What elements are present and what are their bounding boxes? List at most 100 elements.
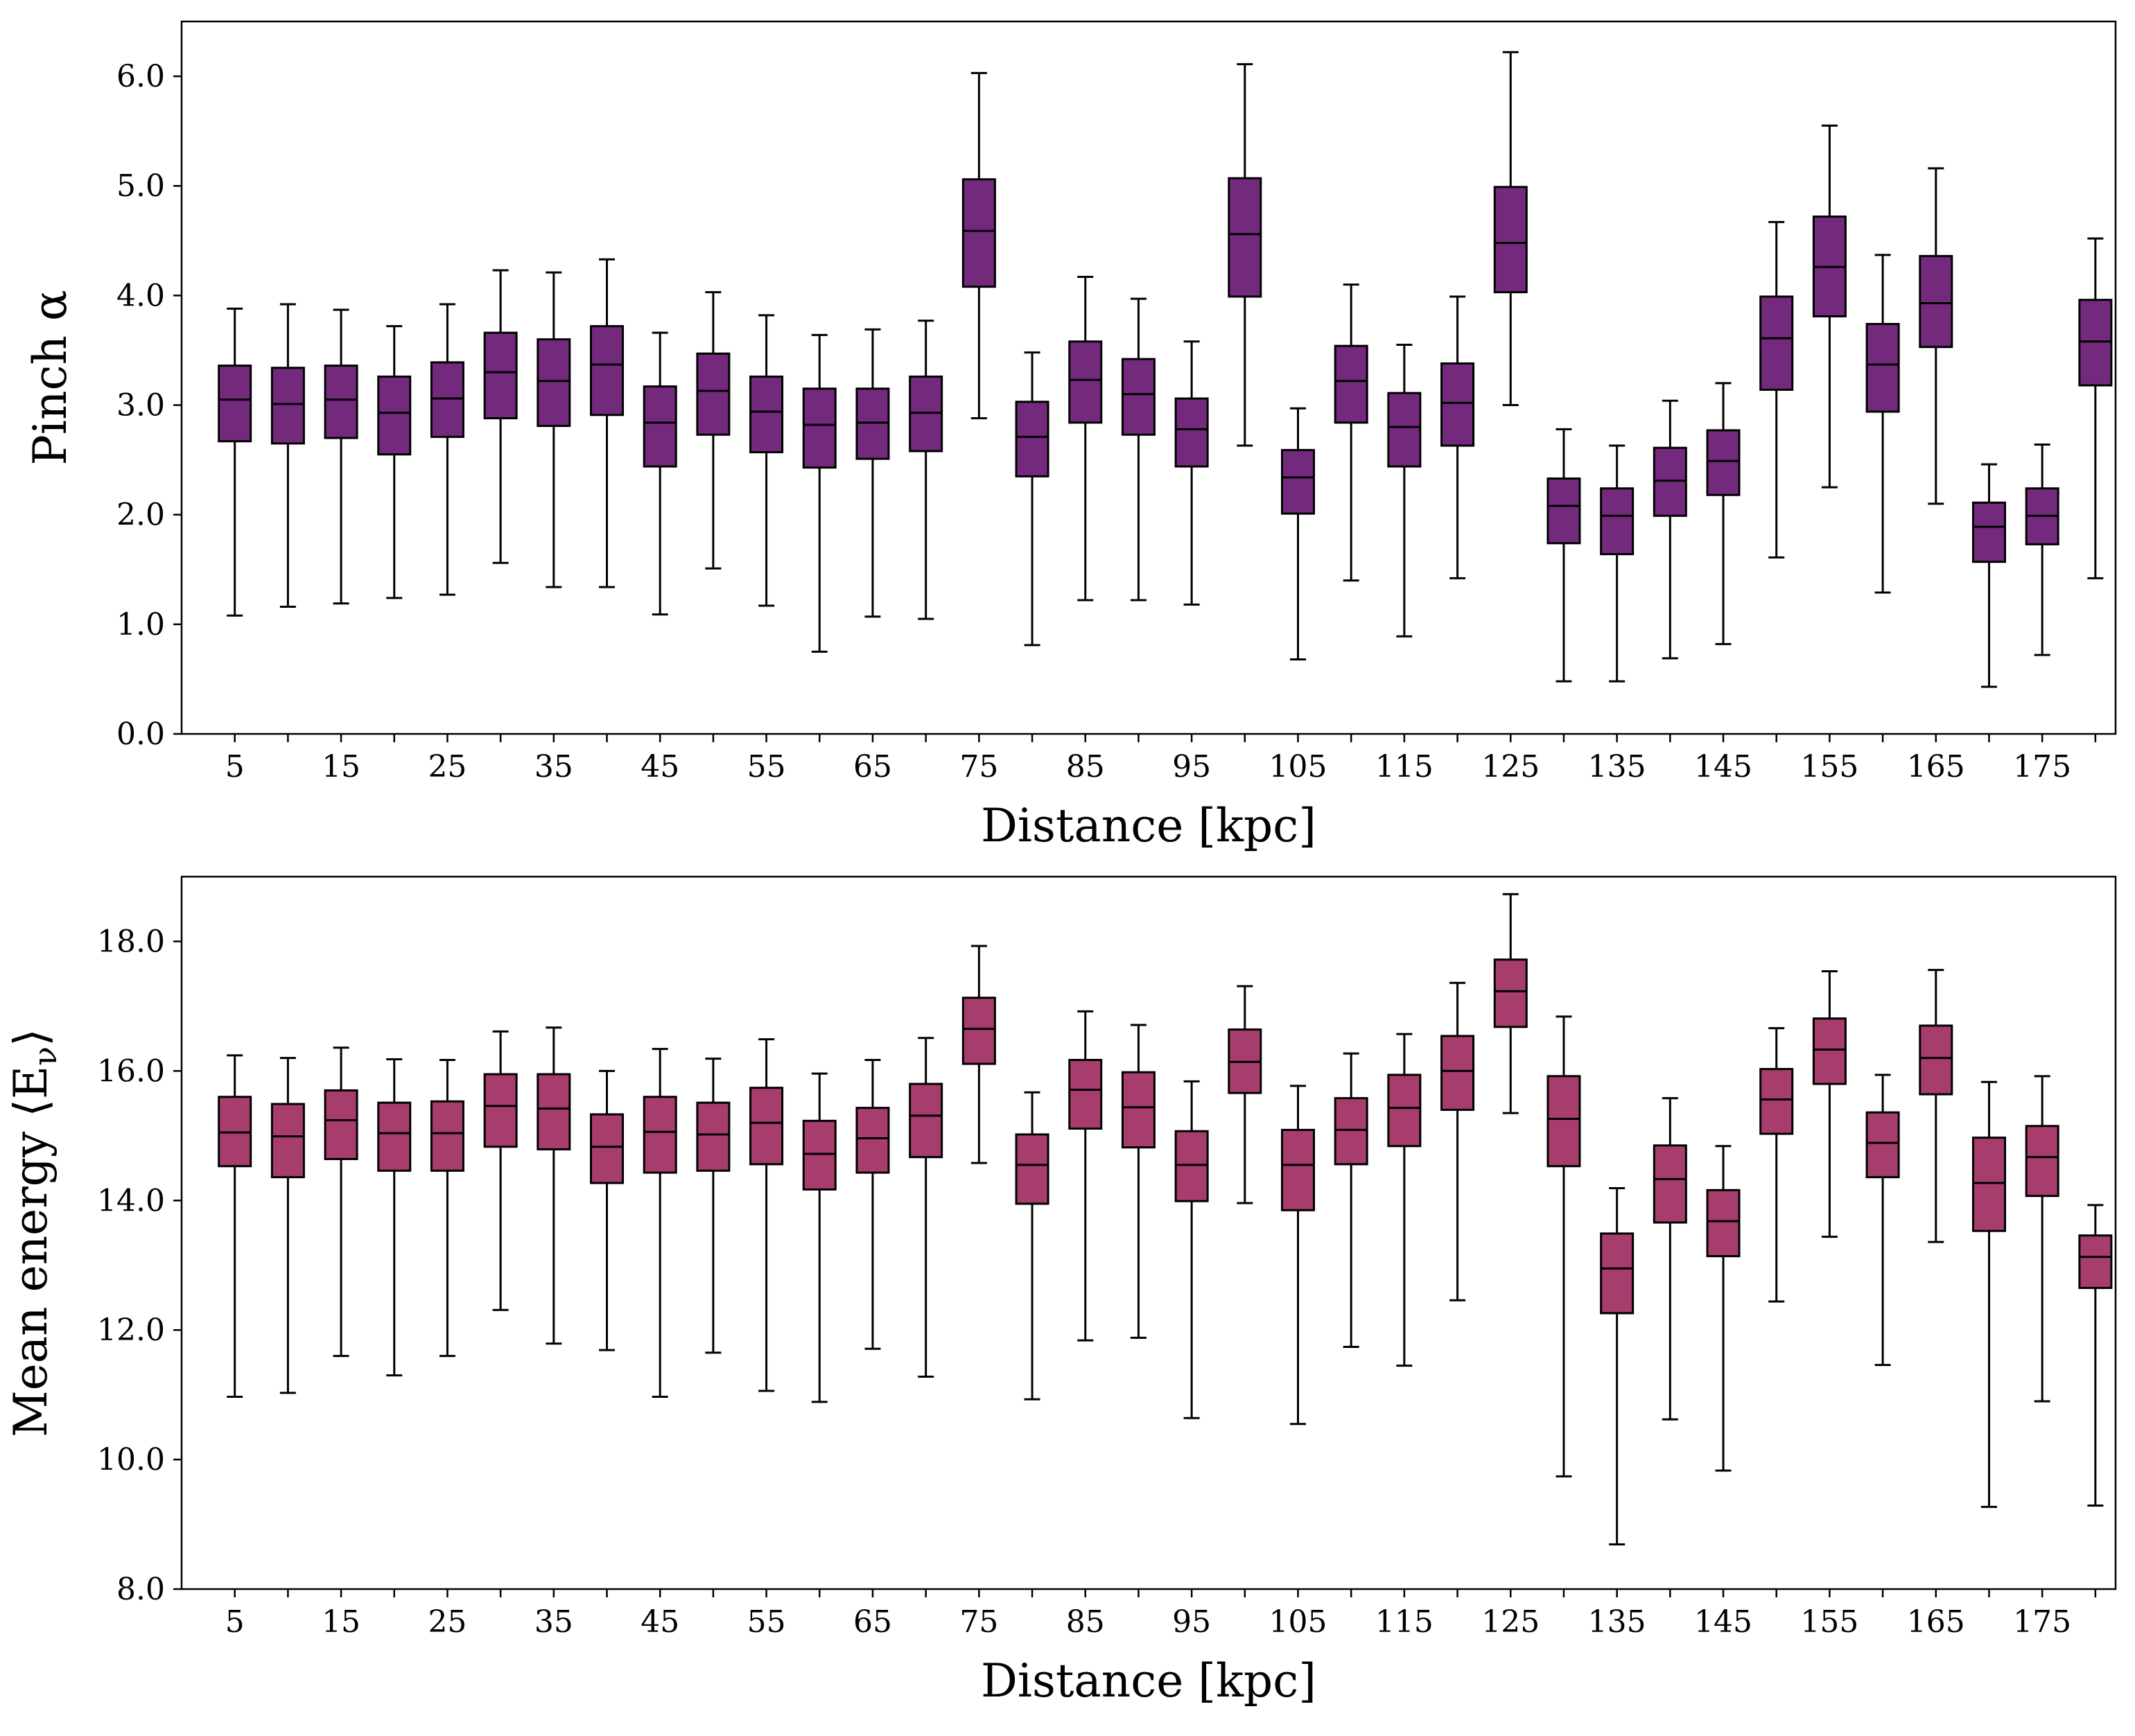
energy-ytick-label-14.0: 14.0 xyxy=(97,1183,165,1218)
pinch-iqr-70 xyxy=(909,375,943,453)
energy-box-110 xyxy=(1334,1052,1368,1348)
energy-iqr-40 xyxy=(590,1113,625,1184)
pinch-iqr-40 xyxy=(590,325,625,417)
energy-box-90 xyxy=(1121,1024,1156,1339)
energy-xtick-label-175: 175 xyxy=(2013,1604,2071,1640)
energy-iqr-165 xyxy=(1919,1024,1953,1096)
energy-ytick-label-12.0: 12.0 xyxy=(97,1313,165,1348)
pinch-xtick-label-95: 95 xyxy=(1172,749,1211,784)
energy-box-75 xyxy=(961,945,996,1164)
pinch-xtick-label-65: 65 xyxy=(853,749,892,784)
energy-plot-frame xyxy=(180,875,2117,1590)
pinch-box-160 xyxy=(1865,254,1900,594)
pinch-ytick-label-2.0: 2.0 xyxy=(116,498,165,533)
pinch-box-40 xyxy=(590,258,625,588)
energy-box-60 xyxy=(802,1072,837,1403)
pinch-iqr-10 xyxy=(270,367,305,445)
pinch-iqr-25 xyxy=(430,361,464,438)
pinch-box-25 xyxy=(430,303,464,596)
pinch-box-155 xyxy=(1812,124,1847,489)
pinch-xtick-label-125: 125 xyxy=(1481,749,1540,784)
energy-iqr-170 xyxy=(1971,1137,2006,1232)
energy-box-50 xyxy=(696,1058,731,1354)
energy-iqr-20 xyxy=(377,1101,412,1172)
pinch-box-10 xyxy=(270,303,305,608)
pinch-iqr-65 xyxy=(855,387,890,460)
energy-box-40 xyxy=(590,1069,625,1351)
energy-box-180 xyxy=(2078,1204,2113,1507)
energy-xtick-label-95: 95 xyxy=(1172,1604,1211,1640)
pinch-box-145 xyxy=(1706,382,1741,645)
pinch-ytick-label-6.0: 6.0 xyxy=(116,59,165,94)
energy-box-100 xyxy=(1228,985,1262,1204)
pinch-iqr-105 xyxy=(1281,448,1316,515)
energy-xtick-label-65: 65 xyxy=(853,1604,892,1640)
pinch-box-110 xyxy=(1334,283,1368,582)
energy-iqr-140 xyxy=(1653,1144,1687,1224)
energy-box-120 xyxy=(1440,981,1475,1301)
energy-box-130 xyxy=(1546,1015,1581,1478)
energy-iqr-155 xyxy=(1812,1017,1847,1085)
pinch-box-30 xyxy=(483,269,518,564)
energy-box-165 xyxy=(1919,969,1953,1243)
energy-box-35 xyxy=(537,1026,571,1345)
pinch-panel: 0.0 1.0 2.0 3.0 4.0 5.0 6.0 5 15 25 35 45 55 65 75 85 95… xyxy=(24,20,2117,852)
pinch-box-140 xyxy=(1653,399,1687,660)
pinch-ytick-label-5.0: 5.0 xyxy=(116,168,165,204)
energy-iqr-10 xyxy=(270,1103,305,1179)
pinch-box-70 xyxy=(909,319,943,620)
pinch-xtick-label-105: 105 xyxy=(1269,749,1327,784)
energy-box-170 xyxy=(1971,1080,2006,1508)
energy-box-125 xyxy=(1493,893,1528,1114)
energy-box-10 xyxy=(270,1057,305,1394)
pinch-xtick-label-155: 155 xyxy=(1800,749,1858,784)
pinch-iqr-115 xyxy=(1387,392,1422,468)
pinch-iqr-180 xyxy=(2078,299,2113,387)
pinch-box-90 xyxy=(1121,297,1156,602)
pinch-iqr-140 xyxy=(1653,446,1687,517)
pinch-iqr-30 xyxy=(483,331,518,420)
pinch-xtick-label-135: 135 xyxy=(1588,749,1646,784)
energy-xtick-label-125: 125 xyxy=(1481,1604,1540,1640)
energy-iqr-65 xyxy=(855,1107,890,1174)
pinch-xlabel: Distance [kpc] xyxy=(981,799,1316,852)
pinch-ytick-label-1.0: 1.0 xyxy=(116,607,165,642)
energy-iqr-145 xyxy=(1706,1189,1741,1258)
energy-xtick-label-165: 165 xyxy=(1907,1604,1965,1640)
pinch-iqr-135 xyxy=(1600,487,1635,556)
pinch-ylabel: Pinch α xyxy=(24,290,77,465)
pinch-box-100 xyxy=(1228,63,1262,447)
energy-iqr-15 xyxy=(324,1089,358,1160)
pinch-box-105 xyxy=(1281,407,1316,660)
pinch-box-125 xyxy=(1493,51,1528,407)
energy-iqr-175 xyxy=(2025,1125,2059,1198)
energy-box-70 xyxy=(909,1037,943,1378)
energy-box-145 xyxy=(1706,1145,1741,1472)
mean-energy-panel: 8.0 10.0 12.0 14.0 16.0 18.0 5 15 25 35 45 55 65 75 85… xyxy=(4,875,2117,1708)
energy-box-135 xyxy=(1600,1187,1635,1546)
pinch-xtick-label-175: 175 xyxy=(2013,749,2071,784)
pinch-box-50 xyxy=(696,291,731,570)
energy-iqr-35 xyxy=(537,1073,571,1150)
energy-iqr-125 xyxy=(1493,958,1528,1028)
pinch-iqr-60 xyxy=(802,387,837,469)
pinch-ytick-label-4.0: 4.0 xyxy=(116,278,165,313)
pinch-box-175 xyxy=(2025,443,2059,656)
energy-iqr-110 xyxy=(1334,1097,1368,1166)
energy-iqr-75 xyxy=(961,997,996,1065)
pinch-xtick-label-35: 35 xyxy=(534,749,573,784)
pinch-iqr-35 xyxy=(537,338,571,428)
pinch-iqr-170 xyxy=(1971,501,2006,563)
pinch-xtick-label-55: 55 xyxy=(747,749,786,784)
pinch-box-150 xyxy=(1759,220,1794,559)
energy-box-5 xyxy=(218,1054,252,1398)
energy-xtick-label-5: 5 xyxy=(225,1604,245,1640)
energy-xlabel: Distance [kpc] xyxy=(981,1654,1316,1708)
pinch-box-180 xyxy=(2078,237,2113,579)
energy-box-55 xyxy=(749,1038,784,1392)
energy-iqr-85 xyxy=(1068,1058,1103,1130)
pinch-iqr-20 xyxy=(377,375,412,456)
pinch-box-135 xyxy=(1600,444,1635,683)
energy-xtick-label-75: 75 xyxy=(959,1604,998,1640)
pinch-iqr-150 xyxy=(1759,295,1794,391)
